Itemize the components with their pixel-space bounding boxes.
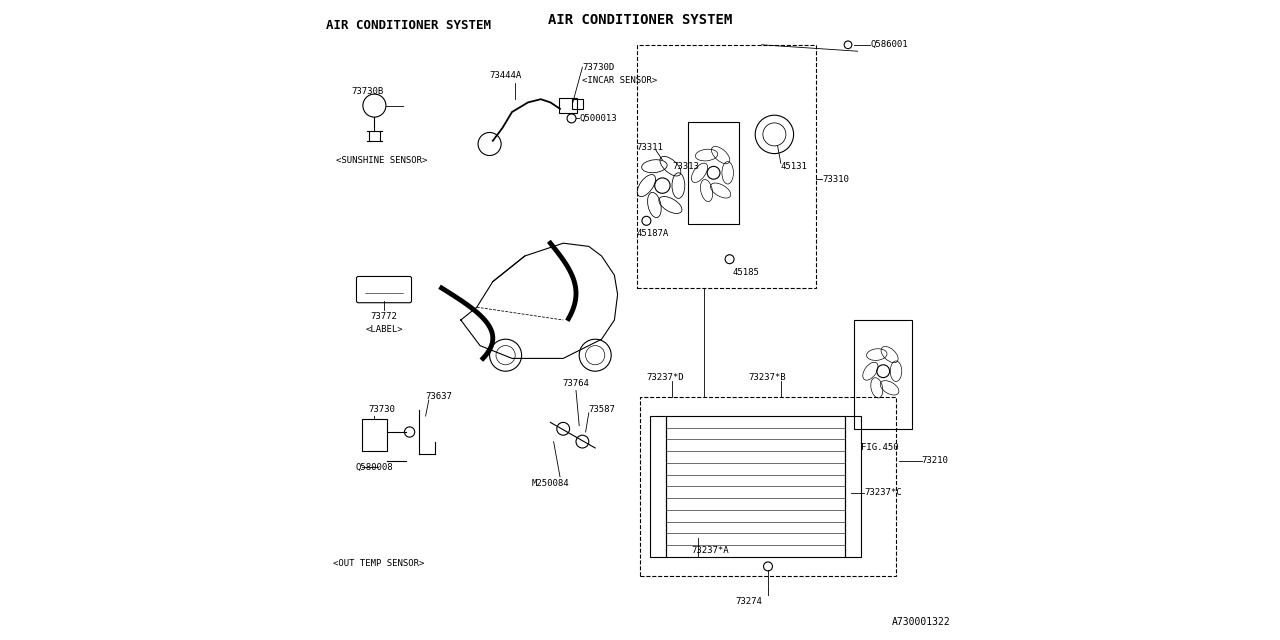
Bar <box>362 419 388 451</box>
Bar <box>666 416 845 557</box>
Text: Q580008: Q580008 <box>356 463 393 472</box>
Text: <LABEL>: <LABEL> <box>365 325 403 334</box>
Bar <box>689 122 740 224</box>
Bar <box>845 416 861 557</box>
Text: 73210: 73210 <box>922 456 948 465</box>
Text: A730001322: A730001322 <box>892 617 950 627</box>
Text: 45185: 45185 <box>732 268 759 276</box>
Text: M250084: M250084 <box>531 479 570 488</box>
Text: 73587: 73587 <box>589 405 616 414</box>
Text: 45131: 45131 <box>781 162 808 171</box>
Text: 73274: 73274 <box>736 597 762 606</box>
Text: 73637: 73637 <box>425 392 452 401</box>
Text: AIR CONDITIONER SYSTEM: AIR CONDITIONER SYSTEM <box>548 13 732 27</box>
Text: 73730: 73730 <box>369 405 394 414</box>
Text: <SUNSHINE SENSOR>: <SUNSHINE SENSOR> <box>335 156 428 164</box>
Text: 73313: 73313 <box>672 162 699 171</box>
Text: FIG.450: FIG.450 <box>861 444 899 452</box>
Text: 73310: 73310 <box>823 175 849 184</box>
Text: 73730D: 73730D <box>582 63 614 72</box>
Text: AIR CONDITIONER SYSTEM: AIR CONDITIONER SYSTEM <box>326 19 492 32</box>
Bar <box>637 45 817 288</box>
Bar <box>855 320 911 429</box>
Text: 73444A: 73444A <box>489 71 522 80</box>
Text: Q500013: Q500013 <box>580 114 617 123</box>
Text: 73772: 73772 <box>371 312 397 321</box>
Text: <INCAR SENSOR>: <INCAR SENSOR> <box>582 76 658 84</box>
Text: 73237*A: 73237*A <box>691 546 728 555</box>
Bar <box>640 397 896 576</box>
Bar <box>650 416 666 557</box>
Text: <OUT TEMP SENSOR>: <OUT TEMP SENSOR> <box>333 559 424 568</box>
Text: Q586001: Q586001 <box>870 40 908 49</box>
Text: 73237*C: 73237*C <box>864 488 901 497</box>
Text: 73311: 73311 <box>637 143 663 152</box>
Text: 73764: 73764 <box>563 380 589 388</box>
Text: 73237*B: 73237*B <box>749 373 786 382</box>
Text: 45187A: 45187A <box>637 229 669 238</box>
Text: 73730B: 73730B <box>352 87 384 96</box>
Text: 73237*D: 73237*D <box>646 373 684 382</box>
